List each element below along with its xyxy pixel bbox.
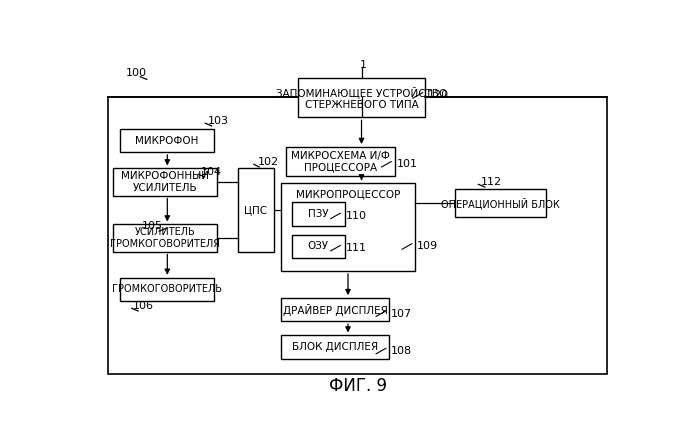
Text: 112: 112 [481,177,502,187]
Bar [281,298,389,321]
Text: ЗАПОМИНАЮЩЕЕ УСТРОЙСТВО
СТЕРЖНЕВОГО ТИПА: ЗАПОМИНАЮЩЕЕ УСТРОЙСТВО СТЕРЖНЕВОГО ТИПА [276,86,447,109]
Text: МИКРОФОН: МИКРОФОН [135,135,199,146]
Bar [237,168,274,251]
Text: 111: 111 [346,243,367,253]
Text: 1: 1 [359,60,366,70]
Text: ГРОМКОГОВОРИТЕЛЬ: ГРОМКОГОВОРИТЕЛЬ [112,284,222,294]
Text: 105: 105 [142,221,163,231]
Text: 106: 106 [133,301,154,311]
Text: 102: 102 [258,157,279,167]
Bar [107,97,607,374]
Text: ПЗУ: ПЗУ [308,209,329,219]
Bar [286,147,394,176]
Bar [120,129,214,152]
Bar [113,224,217,251]
Text: ОЗУ: ОЗУ [308,242,329,251]
Text: 108: 108 [392,346,413,356]
Bar [281,336,389,359]
Bar [113,168,217,195]
Text: УСИЛИТЕЛЬ
ГРОМКОГОВОРИТЕЛЯ: УСИЛИТЕЛЬ ГРОМКОГОВОРИТЕЛЯ [110,227,220,249]
Text: ДРАЙВЕР ДИСПЛЕЯ: ДРАЙВЕР ДИСПЛЕЯ [283,303,387,316]
Bar [292,202,345,226]
Text: 107: 107 [392,309,413,319]
Text: 100: 100 [126,68,147,78]
Text: МИКРОСХЕМА И/Ф
ПРОЦЕССОРА: МИКРОСХЕМА И/Ф ПРОЦЕССОРА [291,151,390,172]
Text: ФИГ. 9: ФИГ. 9 [329,377,387,396]
Text: БЛОК ДИСПЛЕЯ: БЛОК ДИСПЛЕЯ [292,342,378,352]
Text: 103: 103 [207,116,228,126]
Bar [120,278,214,301]
Bar [298,78,425,117]
Text: 109: 109 [417,242,438,251]
Text: ЦПС: ЦПС [244,205,267,215]
Bar [455,190,546,217]
Text: 104: 104 [201,167,222,177]
Text: 101: 101 [396,159,417,169]
Text: МИКРОФОННЫЙ
УСИЛИТЕЛЬ: МИКРОФОННЫЙ УСИЛИТЕЛЬ [121,171,209,193]
Bar [292,235,345,258]
Text: ОПЕРАЦИОННЫЙ БЛОК: ОПЕРАЦИОННЫЙ БЛОК [441,197,560,209]
Text: МИКРОПРОЦЕССОР: МИКРОПРОЦЕССОР [296,189,400,199]
Text: 110: 110 [346,211,367,221]
Bar [281,183,415,271]
Text: 120: 120 [428,90,450,101]
